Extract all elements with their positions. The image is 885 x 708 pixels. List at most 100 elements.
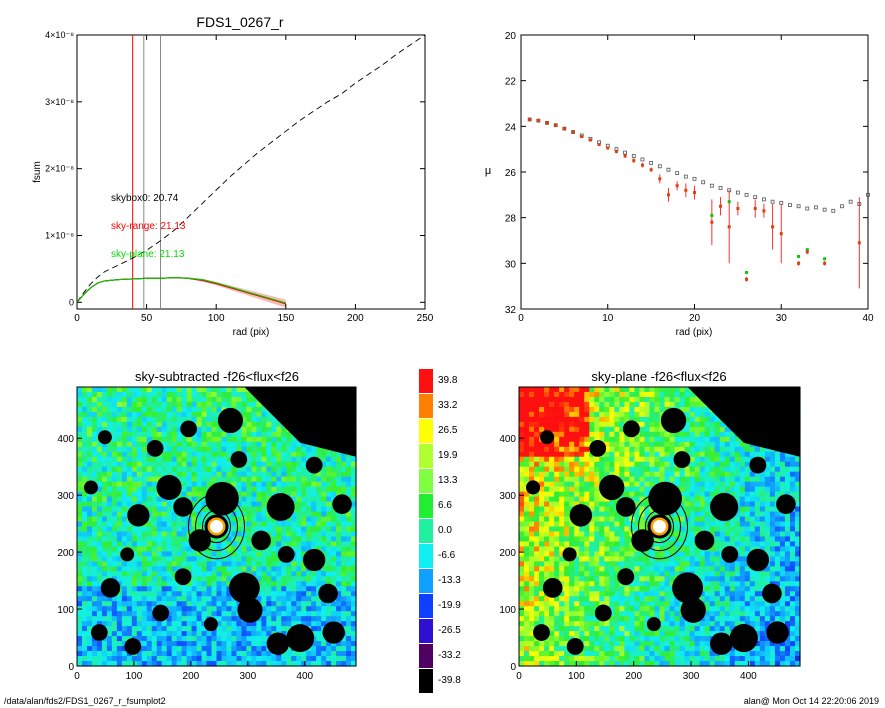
image-pixel [346,626,352,632]
image-pixel [594,406,600,413]
image-pixel [306,591,312,597]
image-pixel [559,501,565,508]
image-pixel [191,556,198,562]
image-pixel [306,491,312,498]
image-pixel [306,571,312,577]
image-pixel [77,611,83,617]
image-pixel [351,486,357,493]
image-pixel [211,391,218,398]
image-pixel [81,476,88,483]
image-pixel [161,591,168,597]
image-pixel [81,396,88,403]
image-pixel [296,556,302,562]
image-pixel [161,431,168,438]
image-pixel [246,436,252,443]
image-pixel [291,561,297,567]
image-pixel [146,601,153,607]
image-pixel [226,661,233,667]
image-pixel [131,561,138,567]
image-pixel [246,496,252,503]
isophote-ellipse [188,493,245,560]
image-pixel [351,476,357,483]
image-pixel [81,406,88,413]
image-pixel [191,436,198,443]
image-pixel [131,471,138,478]
image-pixel [306,596,312,602]
image-pixel [206,656,213,662]
image-pixel [549,411,555,418]
image-pixel [241,636,247,642]
image-pixel [554,391,560,398]
image-pixel [734,456,741,463]
image-pixel [634,476,641,483]
image-pixel [121,596,128,602]
image-pixel [171,536,178,543]
image-pixel [709,521,716,528]
image-pixel [624,411,630,418]
image-pixel [739,521,746,528]
image-pixel [271,531,277,538]
image-pixel [176,466,183,473]
image-pixel [694,401,701,408]
image-pixel [306,601,312,607]
image-pixel [106,606,113,612]
image-pixel [719,461,726,468]
image-pixel [91,461,98,468]
image-pixel [206,411,213,418]
image-pixel [634,506,641,513]
image-pixel [141,646,148,652]
image-pixel [559,496,565,503]
mu-point-green [727,200,731,204]
image-pixel [684,506,691,513]
image-pixel [216,616,223,622]
image-pixel [346,591,352,597]
image-pixel [146,491,153,498]
image-pixel [221,456,228,463]
image-pixel [211,396,218,403]
image-pixel [211,586,218,592]
image-pixel [599,521,605,528]
image-pixel [161,406,168,413]
image-pixel [191,401,198,408]
image-pixel [519,401,525,408]
image-pixel [574,426,580,433]
image-pixel [216,661,223,667]
image-pixel [221,631,228,637]
image-pixel [226,471,233,478]
image-pixel [594,471,600,478]
image-pixel [86,606,93,612]
image-pixel [121,491,128,498]
image-pixel [639,396,646,403]
image-pixel [251,461,257,468]
image-pixel [346,561,352,567]
image-pixel [226,396,233,403]
image-pixel [341,466,347,473]
x-tick-label: 300 [239,671,256,682]
image-pixel [136,556,143,562]
image-pixel [201,461,208,468]
image-pixel [256,501,262,508]
image-pixel [699,451,706,458]
image-pixel [774,471,781,478]
image-pixel [136,616,143,622]
image-pixel [316,481,322,488]
image-pixel [186,556,193,562]
image-pixel [286,491,292,498]
image-pixel [281,536,287,543]
image-pixel [649,446,656,453]
image-pixel [141,461,148,468]
image-pixel [639,411,646,418]
image-pixel [161,576,168,582]
image-pixel [654,416,661,423]
image-pixel [589,416,595,423]
image-pixel [306,586,312,592]
image-pixel [331,646,337,652]
image-pixel [121,446,128,453]
image-pixel [584,426,590,433]
image-pixel [649,466,656,473]
image-pixel [584,416,590,423]
image-pixel [734,436,741,443]
image-pixel [271,536,277,543]
image-pixel [231,566,238,572]
image-pixel [101,451,108,458]
